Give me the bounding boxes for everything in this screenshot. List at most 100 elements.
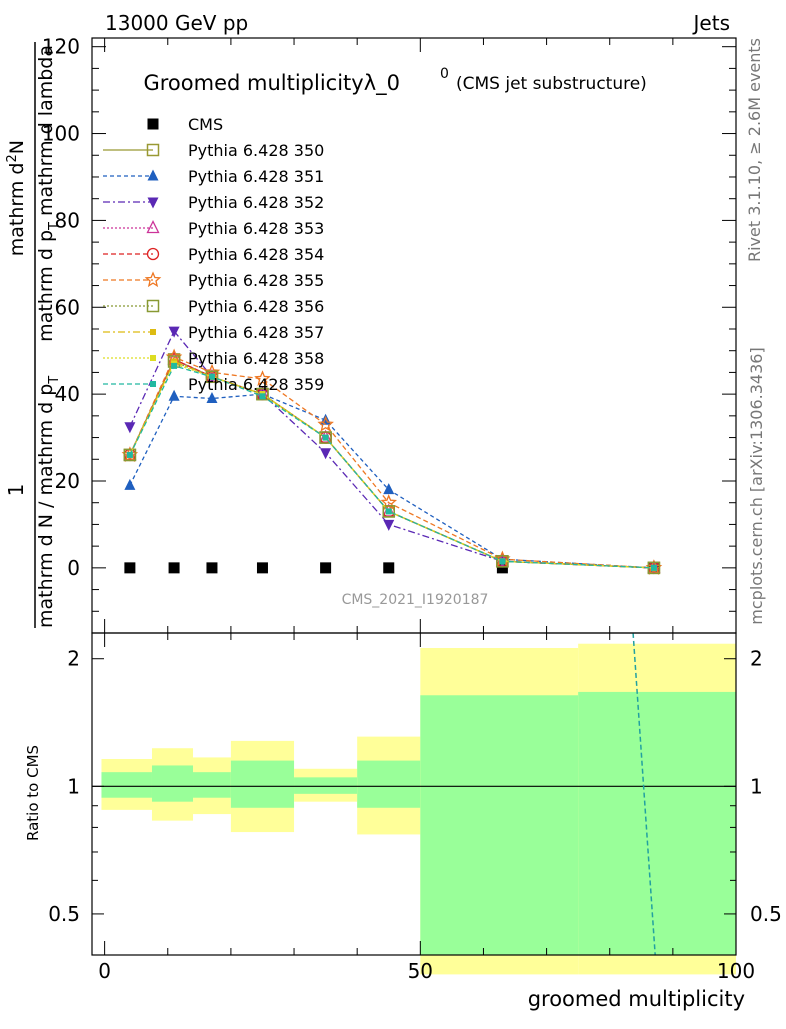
x-axis-label: groomed multiplicity: [528, 987, 745, 1011]
data-point: [496, 562, 508, 574]
data-point: [320, 562, 332, 574]
legend-marker: [147, 197, 159, 209]
legend-label: Pythia 6.428 355: [188, 271, 324, 290]
ratio-ytick-label-right: 1: [750, 774, 763, 798]
main-panel: 0 20 40 60 80 100 120 CMS Pythia 6.428 350 Pythia…: [42, 35, 737, 634]
data-point: [123, 448, 137, 462]
main-ytick-label: 40: [55, 382, 80, 406]
ratio-ylabel: Ratio to CMS: [24, 745, 42, 841]
data-point: [124, 478, 136, 490]
data-point: [208, 373, 215, 380]
legend-marker: [150, 355, 156, 361]
ratio-ytick-label-left: 2: [67, 647, 80, 671]
series-2: [124, 387, 660, 573]
ratio-ytick-label-left: 1: [67, 774, 80, 798]
legend-label: Pythia 6.428 352: [188, 193, 324, 212]
main-ylabel: 1 mathrm d2N mathrm d pT mathrm d lambda…: [4, 42, 62, 628]
legend-marker: [150, 381, 156, 387]
ratio-band-green: [230, 760, 295, 808]
x-tick-label: 0: [98, 959, 111, 983]
ylabel-bottom: mathrm d N / mathrm d pT: [35, 376, 62, 628]
data-point: [205, 370, 219, 384]
data-point: [126, 451, 133, 458]
header-right: Jets: [692, 11, 730, 35]
analysis-watermark: CMS_2021_I1920187: [342, 592, 489, 608]
data-point: [317, 415, 334, 432]
series-line: [129, 356, 654, 569]
series-line: [129, 393, 654, 569]
ratio-ytick-label-left: 0.5: [48, 902, 80, 926]
header-left: 13000 GeV pp: [105, 11, 248, 35]
main-ytick-label: 60: [55, 295, 80, 319]
data-point: [168, 389, 180, 401]
legend-label: Pythia 6.428 359: [188, 375, 324, 394]
data-point: [319, 431, 332, 444]
data-point: [259, 393, 266, 400]
legend-marker: [144, 271, 162, 288]
main-ytick-label: 80: [55, 208, 80, 232]
legend-label: Pythia 6.428 354: [188, 245, 324, 264]
legend-marker: [146, 143, 160, 157]
series-line: [129, 365, 654, 569]
data-point: [385, 508, 392, 515]
mcplots-label: mcplots.cern.ch [arXiv:1306.3436]: [747, 347, 766, 624]
data-point: [168, 562, 180, 574]
data-point: [124, 422, 136, 434]
ratio-frame: [91, 632, 737, 956]
data-point: [383, 483, 395, 495]
ratio-ytick-label-right: 0.5: [750, 902, 782, 926]
main-ytick-label: 0: [67, 556, 80, 580]
main-ytick-label: 100: [42, 122, 80, 146]
data-point: [254, 370, 271, 386]
chart-title-superscript: 0: [440, 66, 449, 82]
x-tick-label: 100: [717, 959, 755, 983]
series-line: [129, 329, 654, 569]
ratio-band-green: [578, 691, 736, 955]
data-point: [322, 434, 329, 441]
legend-label: Pythia 6.428 353: [188, 219, 324, 238]
ratio-panel: 0.5 0.5 1 1 2 2 0 50 100: [48, 632, 782, 983]
data-point: [499, 558, 506, 565]
data-point: [383, 519, 395, 531]
legend-marker: [147, 118, 159, 130]
ratio-band-green: [357, 760, 421, 808]
chart-subtitle: (CMS jet substructure): [456, 74, 647, 94]
main-ytick-label: 20: [55, 469, 80, 493]
data-point: [320, 448, 332, 460]
data-point: [382, 505, 395, 518]
legend-marker: [146, 247, 160, 261]
ratio-band-green: [420, 695, 579, 955]
legend-marker: [147, 169, 159, 181]
data-point: [650, 564, 657, 571]
legend-marker: [146, 220, 160, 234]
data-point: [383, 562, 395, 574]
chart-title: Groomed multiplicityλ_0: [143, 71, 400, 96]
series-line: [129, 358, 654, 569]
legend-marker: [146, 299, 160, 313]
ratio-band-green: [101, 772, 152, 798]
data-point: [171, 362, 178, 369]
legend-label: CMS: [188, 115, 223, 134]
x-tick-label: 50: [408, 959, 433, 983]
ylabel-top-one: 1: [4, 484, 28, 497]
legend-marker: [150, 329, 156, 335]
legend-label: Pythia 6.428 357: [188, 323, 324, 342]
ylabel-top-denominator: mathrm d pT mathrm d lambda: [35, 45, 62, 342]
data-point: [206, 562, 218, 574]
ratio-ytick-label-right: 2: [750, 647, 763, 671]
main-ytick-label: 120: [42, 35, 80, 59]
legend: CMS Pythia 6.428 350 Pythia 6.428 351 Pythi…: [103, 115, 324, 394]
legend-label: Pythia 6.428 351: [188, 167, 324, 186]
series-line: [129, 362, 654, 569]
legend-label: Pythia 6.428 358: [188, 349, 324, 368]
ratio-band-green: [151, 765, 194, 802]
series-10: [126, 362, 657, 571]
rivet-label: Rivet 3.1.10, ≥ 2.6M events: [745, 38, 764, 262]
data-point: [206, 391, 218, 403]
ylabel-top-numerator: mathrm d2N: [5, 140, 28, 256]
ratio-band-green: [294, 777, 358, 794]
legend-label: Pythia 6.428 356: [188, 297, 324, 316]
ratio-band-green: [193, 772, 231, 798]
